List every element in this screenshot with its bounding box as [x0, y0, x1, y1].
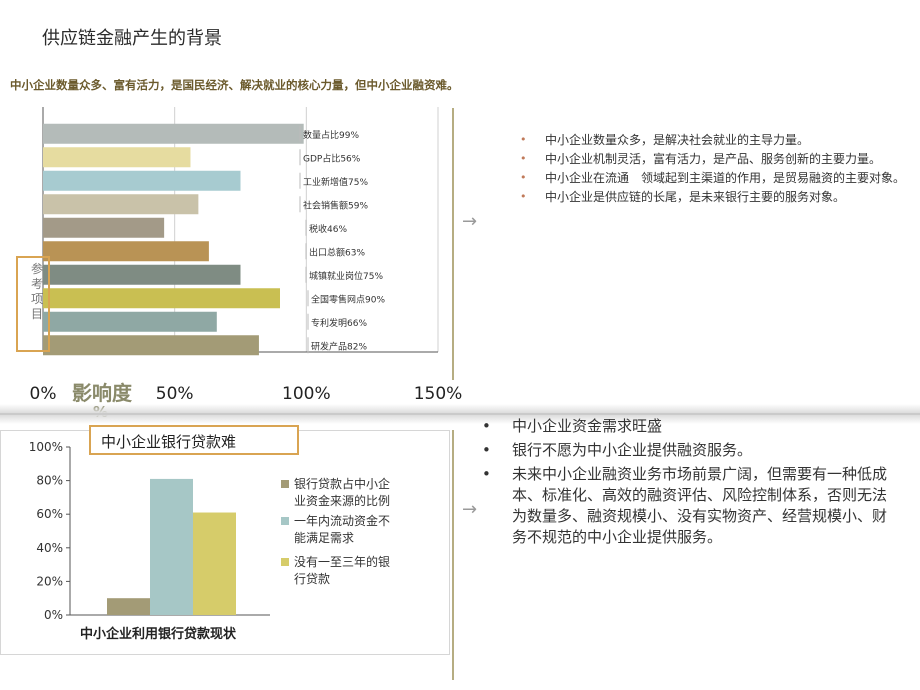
top-bullet-item: 中小企业是供应链的长尾，是未来银行主要的服务对象。	[520, 189, 910, 205]
top-bullet-item: 中小企业数量众多，是解决社会就业的主导力量。	[520, 132, 910, 148]
bottom-bullet-item: 银行不愿为中小企业提供融资服务。	[482, 440, 892, 461]
legend-swatch	[281, 480, 289, 488]
category-label: 城镇就业岗位75%	[309, 270, 383, 282]
bar	[43, 335, 259, 356]
category-label: 全国零售网点90%	[311, 293, 385, 305]
bottom-bullet-item: 未来中小企业融资业务市场前景广阔，但需要有一种低成本、标准化、高效的融资评估、风…	[482, 464, 892, 548]
bar	[43, 288, 280, 309]
page-title: 供应链金融产生的背景	[42, 28, 222, 49]
arrow-icon: →	[462, 499, 478, 520]
legend-swatch	[281, 517, 289, 525]
top-bullet-list: 中小企业数量众多，是解决社会就业的主导力量。 中小企业机制灵活，富有活力，是产品…	[520, 132, 910, 208]
category-label: 出口总额63%	[309, 246, 365, 258]
bar	[43, 264, 241, 285]
legend-label: 行贷款	[294, 572, 330, 586]
arrow-icon: →	[462, 211, 478, 232]
legend-label: 没有一至三年的银	[294, 554, 390, 569]
x-axis-title: 中小企业利用银行贷款现状	[80, 626, 237, 642]
bar	[107, 598, 150, 615]
y-tick-label: 40%	[36, 541, 63, 555]
bar	[43, 311, 217, 332]
y-tick-label: 100%	[29, 440, 63, 454]
x-tick-label: 100%	[282, 384, 331, 404]
x-tick-label: 150%	[414, 384, 463, 404]
top-bullet-item: 中小企业机制灵活，富有活力，是产品、服务创新的主要力量。	[520, 151, 910, 167]
bank-loan-chart: 0% 20% 40% 60% 80% 100% 中小企业利用银行贷款现状 银行贷款占中小企业资…	[0, 430, 450, 655]
page-subtitle: 中小企业数量众多、富有活力，是国民经济、解决就业的核心力量，但中小企业融资难。	[10, 78, 459, 92]
bar	[43, 170, 241, 191]
bottom-bullet-item: 中小企业资金需求旺盛	[482, 416, 892, 437]
category-label: 税收46%	[309, 223, 347, 235]
divider-line-bottom	[452, 430, 454, 680]
legend-label: 能满足需求	[294, 531, 354, 545]
legend-label: 一年内流动资金不	[294, 513, 390, 528]
divider-line-top	[452, 108, 454, 380]
y-tick-label: 20%	[36, 574, 63, 588]
category-label: GDP占比56%	[303, 152, 361, 164]
impact-axis-label: 影响度	[72, 381, 132, 405]
category-label: 工业新增值75%	[303, 176, 368, 188]
top-bullet-item: 中小企业在流通 领域起到主渠道的作用，是贸易融资的主要对象。	[520, 170, 910, 186]
reference-box	[16, 256, 50, 352]
category-label: 社会销售额59%	[303, 199, 368, 211]
category-label: 研发产品82%	[311, 340, 367, 352]
loan-difficulty-title: 中小企业银行贷款难	[89, 425, 299, 455]
category-label: 数量占比99%	[303, 129, 359, 141]
legend-label: 银行贷款占中小企	[294, 476, 390, 491]
impact-bar-chart: 数量占比99% GDP占比56% 工业新增值75% 社会销售额59% 税收46% 出口总额…	[30, 107, 463, 404]
category-label: 专利发明66%	[311, 317, 367, 329]
bottom-bullet-list: 中小企业资金需求旺盛 银行不愿为中小企业提供融资服务。 未来中小企业融资业务市场…	[482, 416, 892, 551]
legend-swatch	[281, 558, 289, 566]
y-tick-label: 80%	[36, 474, 63, 488]
legend-label: 业资金来源的比例	[294, 493, 390, 508]
y-tick-label: 0%	[44, 608, 63, 622]
bar	[43, 147, 191, 168]
x-tick-label: 0%	[30, 384, 57, 404]
bar	[43, 217, 165, 238]
reference-label: 参考项目	[30, 262, 43, 321]
y-tick-label: 60%	[36, 507, 63, 521]
bar	[43, 123, 304, 144]
bar	[43, 194, 199, 215]
bar	[150, 478, 193, 615]
bar	[193, 512, 236, 615]
x-tick-label: 50%	[156, 384, 194, 404]
bar	[43, 241, 209, 262]
